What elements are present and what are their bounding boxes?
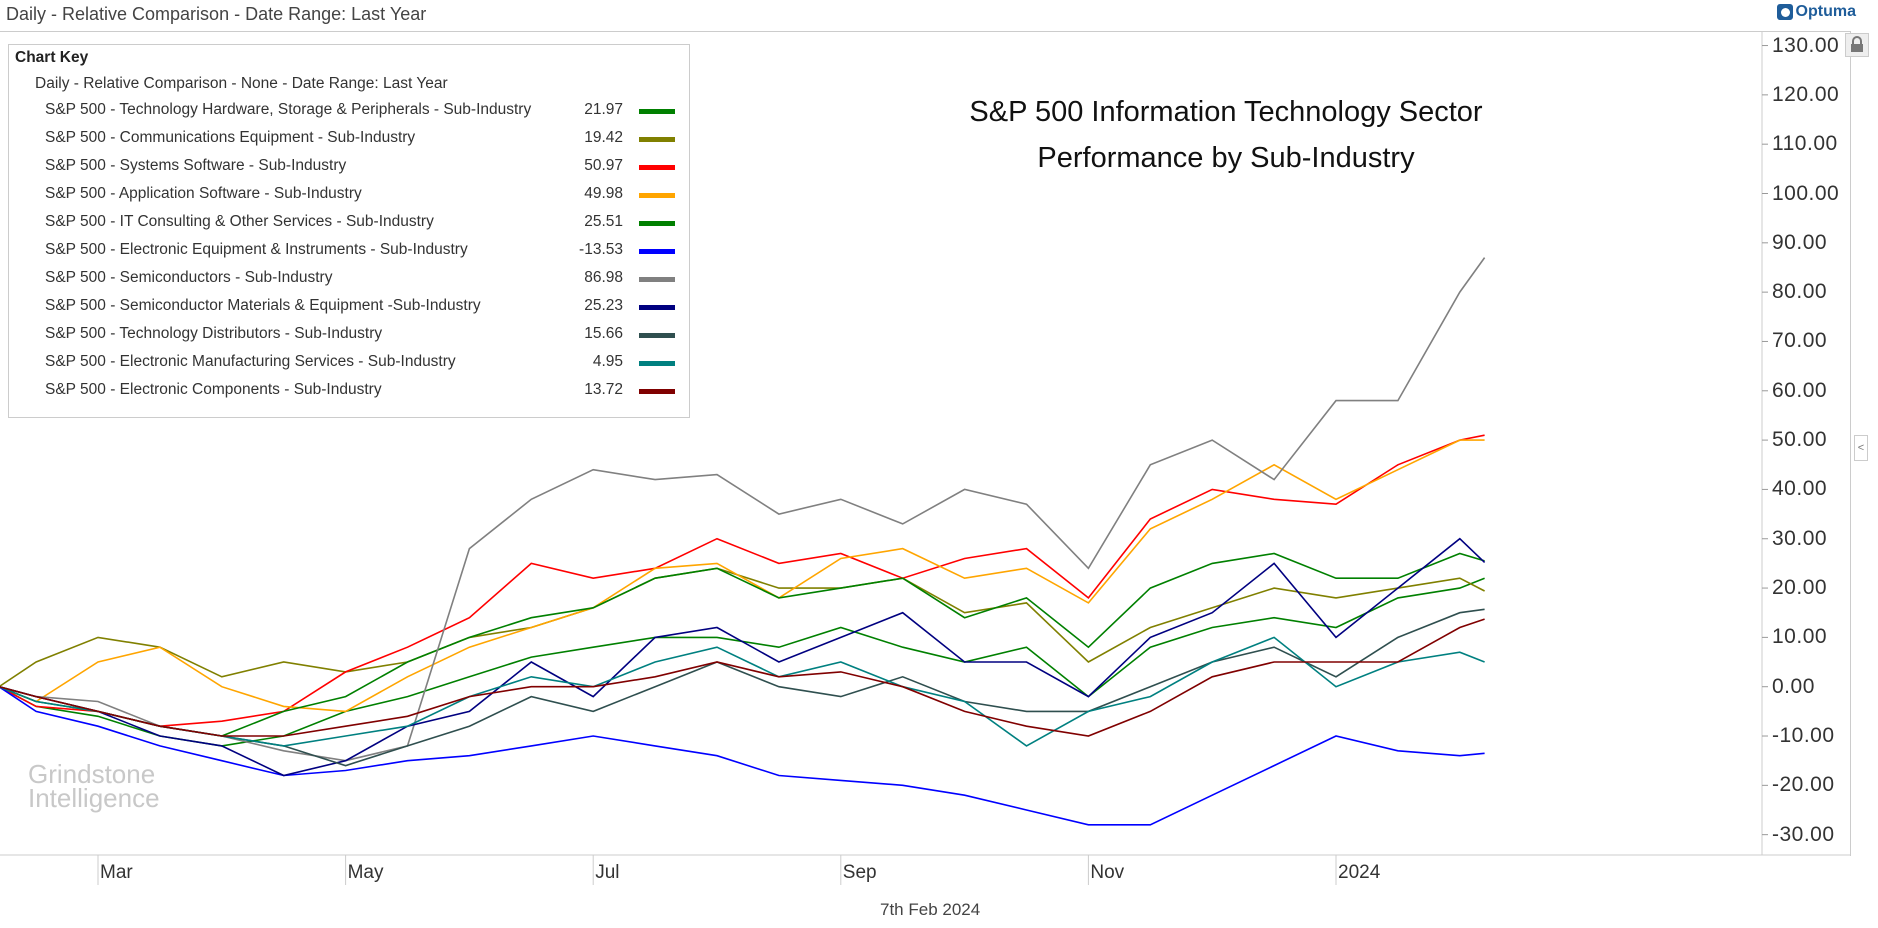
chart-key[interactable]: Chart Key Daily - Relative Comparison - …	[8, 44, 690, 418]
legend-color-swatch	[639, 389, 675, 394]
y-tick-label: 30.00	[1772, 526, 1828, 550]
legend-item[interactable]: S&P 500 - Semiconductors - Sub-Industry 8…	[45, 269, 675, 291]
series-line[interactable]	[0, 567, 1485, 687]
y-tick-label: 130.00	[1772, 33, 1840, 57]
legend-item-value: 19.42	[584, 129, 623, 146]
y-tick-label: 70.00	[1772, 329, 1828, 353]
chart-title-line1: S&P 500 Information Technology Sector	[969, 96, 1483, 128]
legend-item[interactable]: S&P 500 - Electronic Equipment & Instrum…	[45, 241, 675, 263]
y-tick-label: 100.00	[1772, 181, 1840, 205]
series-line[interactable]	[0, 618, 1485, 737]
legend-item-name: S&P 500 - Technology Distributors - Sub-…	[45, 325, 383, 342]
legend-item-value: 15.66	[584, 325, 623, 342]
lock-icon[interactable]	[1845, 33, 1869, 57]
legend-color-swatch	[639, 221, 675, 226]
x-tick-label: 2024	[1338, 862, 1381, 883]
y-tick-label: -20.00	[1772, 773, 1835, 797]
y-tick-label: 110.00	[1772, 132, 1838, 156]
legend-color-swatch	[639, 305, 675, 310]
legend-color-swatch	[639, 137, 675, 142]
legend-item-name: S&P 500 - IT Consulting & Other Services…	[45, 213, 434, 230]
legend-item[interactable]: S&P 500 - Technology Distributors - Sub-…	[45, 325, 675, 347]
legend-color-swatch	[639, 109, 675, 114]
legend-color-swatch	[639, 249, 675, 254]
y-tick-label: 50.00	[1772, 428, 1828, 452]
legend-item-value: 4.95	[592, 353, 623, 370]
y-tick-label: 90.00	[1772, 230, 1828, 254]
legend-item-value: 25.23	[584, 297, 623, 314]
chart-header-title: Daily - Relative Comparison - Date Range…	[6, 4, 427, 24]
legend-color-swatch	[639, 361, 675, 366]
y-tick-label: -30.00	[1772, 822, 1835, 846]
legend-item-name: S&P 500 - Technology Hardware, Storage &…	[45, 101, 532, 118]
legend-item-value: 21.97	[584, 101, 623, 118]
current-date: 7th Feb 2024	[880, 900, 981, 919]
legend-item-value: -13.53	[579, 241, 623, 258]
series-line[interactable]	[0, 636, 1485, 747]
chart-frame	[0, 31, 1851, 856]
series-line[interactable]	[0, 552, 1485, 737]
legend-item[interactable]: S&P 500 - Electronic Components - Sub-In…	[45, 381, 675, 403]
legend-item-value: 49.98	[584, 185, 623, 202]
legend-item-name: S&P 500 - Application Software - Sub-Ind…	[45, 185, 362, 202]
legend-color-swatch	[639, 165, 675, 170]
y-tick-label: 120.00	[1772, 82, 1840, 106]
legend-item[interactable]: S&P 500 - Systems Software - Sub-Industr…	[45, 157, 675, 179]
legend-item-name: S&P 500 - Electronic Manufacturing Servi…	[45, 353, 456, 370]
legend-item-name: S&P 500 - Communications Equipment - Sub…	[45, 129, 416, 146]
legend-item-name: S&P 500 - Semiconductor Materials & Equi…	[45, 297, 481, 314]
y-tick-label: 60.00	[1772, 378, 1828, 402]
legend-item[interactable]: S&P 500 - Semiconductor Materials & Equi…	[45, 297, 675, 319]
series-line[interactable]	[0, 439, 1485, 713]
series-line[interactable]	[0, 434, 1485, 728]
y-tick-label: 0.00	[1772, 674, 1815, 698]
legend-item-name: S&P 500 - Systems Software - Sub-Industr…	[45, 157, 347, 174]
series-line[interactable]	[0, 537, 1486, 777]
series-line[interactable]	[0, 577, 1485, 747]
legend-item-value: 25.51	[584, 213, 623, 230]
x-tick-label: Mar	[100, 862, 133, 883]
y-tick-label: -10.00	[1772, 724, 1835, 748]
chart-key-subtitle: Daily - Relative Comparison - None - Dat…	[35, 75, 448, 92]
legend-color-swatch	[639, 193, 675, 198]
legend-color-swatch	[639, 333, 675, 338]
series-line[interactable]	[0, 257, 1486, 762]
chart-key-title: Chart Key	[15, 49, 89, 66]
watermark-logo: Grindstone Intelligence	[28, 759, 160, 813]
optuma-logo: Optuma	[1776, 3, 1856, 21]
y-tick-label: 80.00	[1772, 280, 1828, 304]
legend-item-value: 50.97	[584, 157, 623, 174]
legend-item[interactable]: S&P 500 - IT Consulting & Other Services…	[45, 213, 675, 235]
collapse-panel-button[interactable]: <	[1854, 435, 1868, 461]
chart-title-line2: Performance by Sub-Industry	[1037, 142, 1415, 174]
x-tick-label: Nov	[1090, 862, 1125, 883]
legend-item[interactable]: S&P 500 - Electronic Manufacturing Servi…	[45, 353, 675, 375]
y-tick-label: 20.00	[1772, 576, 1828, 600]
legend-item[interactable]: S&P 500 - Communications Equipment - Sub…	[45, 129, 675, 151]
legend-item-value: 86.98	[584, 269, 623, 286]
x-tick-label: Jul	[595, 862, 620, 883]
legend-item-name: S&P 500 - Electronic Equipment & Instrum…	[45, 241, 468, 258]
y-tick-label: 40.00	[1772, 477, 1828, 501]
legend-item-name: S&P 500 - Electronic Components - Sub-In…	[45, 381, 382, 398]
legend-item[interactable]: S&P 500 - Technology Hardware, Storage &…	[45, 101, 675, 123]
optuma-logo-icon	[1776, 4, 1793, 20]
y-tick-label: 10.00	[1772, 625, 1828, 649]
legend-item-name: S&P 500 - Semiconductors - Sub-Industry	[45, 269, 333, 286]
x-tick-label: May	[347, 862, 384, 883]
legend-item-value: 13.72	[584, 381, 623, 398]
brand-name: Optuma	[1795, 3, 1856, 20]
x-tick-label: Sep	[842, 862, 877, 883]
legend-color-swatch	[639, 277, 675, 282]
series-line[interactable]	[0, 686, 1485, 826]
legend-item[interactable]: S&P 500 - Application Software - Sub-Ind…	[45, 185, 675, 207]
